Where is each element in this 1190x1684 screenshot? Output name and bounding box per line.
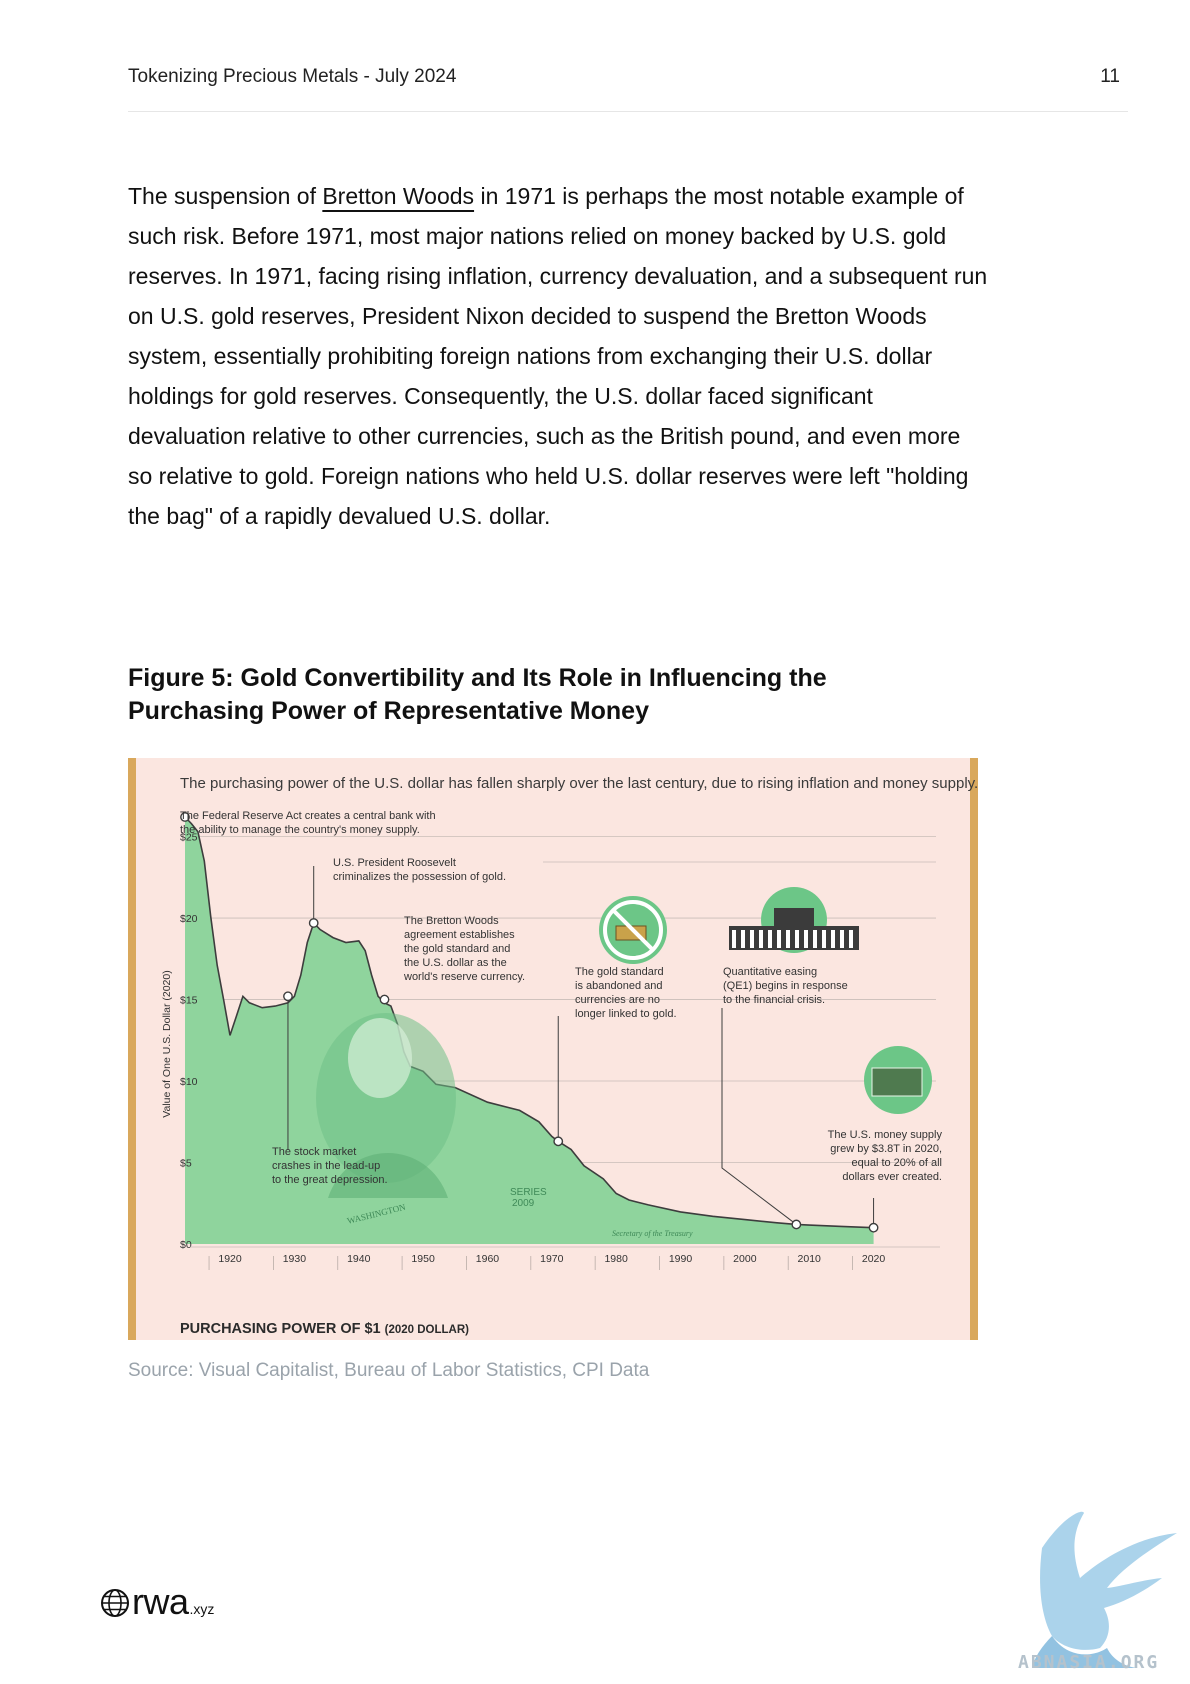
annotation-text: agreement establishes (404, 929, 515, 941)
x-tick-label: 1930 (283, 1253, 307, 1265)
building-column-icon (768, 930, 772, 948)
purchasing-power-line (184, 816, 874, 1229)
page-header: Tokenizing Precious Metals - July 2024 1… (128, 62, 1128, 112)
y-tick-label: $15 (180, 995, 198, 1007)
cash-stack-icon (871, 1067, 923, 1097)
x-tick-label: 1970 (540, 1253, 564, 1265)
x-tick-label: 1940 (347, 1253, 371, 1265)
building-column-icon (795, 930, 799, 948)
annotation-text: equal to 20% of all (851, 1157, 942, 1169)
building-column-icon (804, 930, 808, 948)
bretton-woods-link[interactable]: Bretton Woods (322, 183, 475, 209)
building-column-icon (732, 930, 736, 948)
page-number: 11 (1100, 66, 1120, 87)
annotation-marker (180, 812, 190, 822)
x-axis-title: PURCHASING POWER OF $1 (2020 DOLLAR) (180, 1321, 469, 1337)
body-paragraph: The suspension of Bretton Woods in 1971 … (128, 176, 988, 536)
building-center-icon (774, 908, 814, 926)
building-column-icon (849, 930, 853, 948)
x-tick-label: 2020 (862, 1253, 886, 1265)
x-tick-label: 2010 (798, 1253, 822, 1265)
x-tick-label: 1950 (411, 1253, 435, 1265)
annotation-text: the U.S. dollar as the (404, 957, 507, 969)
x-tick-label: 1960 (476, 1253, 500, 1265)
building-column-icon (750, 930, 754, 948)
annotation-text: The gold standard (575, 966, 664, 978)
annotation-marker (283, 991, 293, 1002)
brand-tld: .xyz (189, 1601, 215, 1617)
annotation-text: The Bretton Woods (404, 915, 499, 927)
annotation-text: (QE1) begins in response (723, 980, 848, 992)
banknote-portrait-shoulders (328, 1153, 448, 1198)
body-text-rest: in 1971 is perhaps the most notable exam… (128, 183, 988, 529)
banknote-series: SERIES (510, 1187, 547, 1198)
figure-infographic: SERIES 2009 WASHINGTON Secretary of the Tre… (128, 758, 978, 1340)
prohibited-ring-icon (603, 900, 663, 960)
annotation-marker (868, 1222, 879, 1233)
annotation-text: the gold standard and (404, 943, 510, 955)
building-column-icon (813, 930, 817, 948)
globe-icon (101, 1589, 129, 1617)
y-tick-label: $25 (180, 832, 198, 844)
banknote-series-year: 2009 (512, 1198, 535, 1209)
annotation-text: The Federal Reserve Act creates a centra… (180, 810, 436, 822)
annotation-text: world's reserve currency. (403, 971, 525, 983)
annotation-marker (791, 1219, 802, 1230)
x-axis-title-main: PURCHASING POWER OF $1 (180, 1321, 385, 1337)
federal-reserve-building-icon (729, 926, 859, 950)
banknote-signature-title: Secretary of the Treasury (612, 1229, 693, 1238)
annotation-text: to the financial crisis. (723, 994, 825, 1006)
chart-title: The purchasing power of the U.S. dollar … (180, 775, 978, 792)
annotation-text: is abandoned and (575, 980, 662, 992)
annotation-text: The U.S. money supply (828, 1129, 943, 1141)
y-axis-label: Value of One U.S. Dollar (2020) (161, 970, 173, 1117)
building-column-icon (822, 930, 826, 948)
building-column-icon (786, 930, 790, 948)
annotation-text: The stock market (272, 1146, 356, 1158)
griffin-watermark-icon (1032, 1511, 1177, 1668)
annotation-text: grew by $3.8T in 2020, (830, 1143, 942, 1155)
annotation-text: longer linked to gold. (575, 1008, 677, 1020)
figure-title: Figure 5: Gold Convertibility and Its Ro… (128, 662, 888, 728)
figure-title-line1: Figure 5: Gold Convertibility and Its Ro… (128, 664, 827, 692)
figure-title-line2: Purchasing Power of Representative Money (128, 697, 649, 725)
y-tick-label: $10 (180, 1076, 198, 1088)
annotation-marker (379, 994, 390, 1005)
building-column-icon (840, 930, 844, 948)
building-column-icon (777, 930, 781, 948)
annotation-text: U.S. President Roosevelt (333, 857, 456, 869)
annotation-marker (308, 918, 319, 928)
building-column-icon (831, 930, 835, 948)
annotation-text: crashes in the lead-up (272, 1160, 380, 1172)
document-title: Tokenizing Precious Metals - July 2024 (128, 66, 457, 87)
annotation-marker (553, 1136, 564, 1147)
annotation-text: Quantitative easing (723, 966, 817, 978)
y-tick-label: $0 (180, 1239, 192, 1251)
figure-source: Source: Visual Capitalist, Bureau of Lab… (128, 1360, 650, 1381)
rwa-logo[interactable]: rwa .xyz (100, 1580, 214, 1620)
watermark-text: ABNASIA.ORG (1018, 1652, 1160, 1673)
y-tick-label: $20 (180, 913, 198, 925)
y-tick-label: $5 (180, 1158, 192, 1170)
banknote-portrait-face (348, 1018, 412, 1098)
annotation-text: currencies are no (575, 994, 660, 1006)
annotation-text: the ability to manage the country's mone… (180, 824, 420, 836)
x-tick-label: 2000 (733, 1253, 757, 1265)
x-tick-label: 1980 (604, 1253, 628, 1265)
annotation-text: criminalizes the possession of gold. (333, 871, 506, 883)
prohibited-slash-icon (611, 908, 655, 952)
x-tick-label: 1990 (669, 1253, 693, 1265)
building-column-icon (741, 930, 745, 948)
body-text-intro: The suspension of (128, 183, 323, 209)
annotation-text: to the great depression. (272, 1174, 388, 1186)
annotation-leader-line (721, 1008, 797, 1225)
x-tick-label: 1920 (218, 1253, 242, 1265)
annotation-text: dollars ever created. (842, 1171, 942, 1183)
building-column-icon (759, 930, 763, 948)
brand-name: rwa (132, 1581, 189, 1622)
x-axis-title-suffix: (2020 DOLLAR) (385, 1324, 470, 1336)
